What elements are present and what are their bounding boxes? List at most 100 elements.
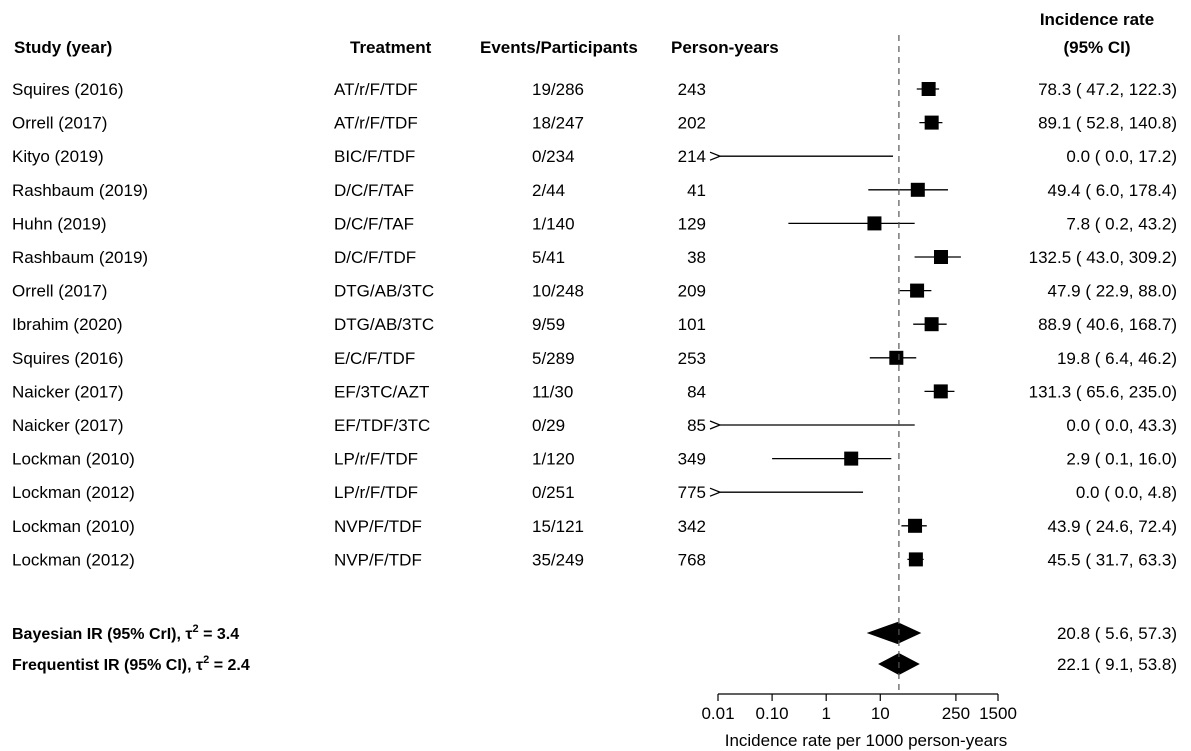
- study-label: Ibrahim (2020): [12, 315, 123, 334]
- table-row: Naicker (2017) EF/TDF/3TC 0/29 85 0.0 ( 0.0,…: [12, 416, 1177, 435]
- ci-text-label: 0.0 ( 0.0, 43.3): [1066, 416, 1177, 435]
- person-years-label: 342: [678, 517, 706, 536]
- point-estimate-square: [889, 350, 904, 365]
- study-label: Squires (2016): [12, 349, 124, 368]
- person-years-label: 768: [678, 550, 706, 569]
- events-label: 5/289: [532, 349, 575, 368]
- ci-text-label: 19.8 ( 6.4, 46.2): [1057, 349, 1177, 368]
- point-estimate-square: [933, 250, 948, 264]
- study-label: Squires (2016): [12, 80, 124, 99]
- treatment-label: EF/3TC/AZT: [334, 382, 429, 401]
- ci-text-label: 132.5 ( 43.0, 309.2): [1029, 248, 1177, 267]
- table-row: Rashbaum (2019) D/C/F/TAF 2/44 41 49.4 ( 6.0…: [12, 181, 1177, 200]
- person-years-label: 101: [678, 315, 706, 334]
- study-label: Kityo (2019): [12, 147, 104, 166]
- summary-row: Frequentist IR (95% CI), τ2 = 2.4 22.1 ( …: [12, 654, 1177, 674]
- summary-label: Frequentist IR (95% CI), τ2 = 2.4: [12, 654, 250, 674]
- events-label: 9/59: [532, 315, 565, 334]
- study-label: Orrell (2017): [12, 114, 107, 133]
- person-years-label: 202: [678, 114, 706, 133]
- study-label: Lockman (2010): [12, 517, 135, 536]
- point-estimate-square: [933, 384, 948, 399]
- summary-label: Bayesian IR (95% CrI), τ2 = 3.4: [12, 623, 239, 643]
- point-estimate-square: [844, 451, 859, 466]
- header-ir-line2: (95% CI): [1063, 38, 1130, 57]
- table-row: Squires (2016) AT/r/F/TDF 19/286 243 78.3 ( …: [12, 80, 1177, 99]
- point-estimate-square: [921, 82, 936, 96]
- summary-rows: Bayesian IR (95% CrI), τ2 = 3.4 20.8 ( 5.…: [12, 623, 1177, 674]
- table-row: Naicker (2017) EF/3TC/AZT 11/30 84 131.3 ( 6…: [12, 382, 1177, 401]
- treatment-label: DTG/AB/3TC: [334, 282, 434, 301]
- person-years-label: 38: [687, 248, 706, 267]
- x-tick-label: 1500: [979, 704, 1017, 723]
- point-estimate-square: [924, 115, 939, 130]
- x-axis: 0.01 0.10 1 10 250 1500: [701, 693, 1017, 723]
- summary-label-tail: = 2.4: [209, 657, 250, 674]
- events-label: 18/247: [532, 114, 584, 133]
- treatment-label: LP/r/F/TDF: [334, 483, 418, 502]
- x-tick-label: 250: [942, 704, 970, 723]
- header-study: Study (year): [14, 38, 112, 57]
- x-tick-label: 0.10: [756, 704, 789, 723]
- events-label: 10/248: [532, 282, 584, 301]
- table-row: Lockman (2012) NVP/F/TDF 35/249 768 45.5 ( 3…: [12, 550, 1177, 569]
- summary-label-main: Frequentist IR (95% CI), τ: [12, 657, 203, 674]
- header-ir-line1: Incidence rate: [1040, 10, 1154, 29]
- plot-marks: [720, 35, 961, 692]
- ci-text-label: 47.9 ( 22.9, 88.0): [1048, 282, 1177, 301]
- person-years-label: 214: [678, 147, 706, 166]
- summary-diamond: [866, 622, 922, 644]
- treatment-label: AT/r/F/TDF: [334, 80, 418, 99]
- x-tick-label: 1: [821, 704, 830, 723]
- table-row: Squires (2016) E/C/F/TDF 5/289 253 19.8 ( 6.…: [12, 349, 1177, 368]
- events-label: 0/234: [532, 147, 575, 166]
- table-row: Lockman (2012) LP/r/F/TDF 0/251 775 0.0 ( 0.…: [12, 483, 1177, 502]
- events-label: 11/30: [532, 382, 573, 401]
- events-label: 35/249: [532, 550, 584, 569]
- ci-text-label: 88.9 ( 40.6, 168.7): [1038, 315, 1177, 334]
- ci-text-label: 0.0 ( 0.0, 4.8): [1076, 483, 1177, 502]
- summary-label-main: Bayesian IR (95% CrI), τ: [12, 626, 193, 643]
- table-row: Lockman (2010) NVP/F/TDF 15/121 342 43.9 ( 2…: [12, 517, 1177, 536]
- events-label: 5/41: [532, 248, 565, 267]
- treatment-label: D/C/F/TAF: [334, 214, 414, 233]
- ci-text-label: 131.3 ( 65.6, 235.0): [1029, 382, 1177, 401]
- summary-ci-text: 20.8 ( 5.6, 57.3): [1057, 624, 1177, 643]
- table-row: Rashbaum (2019) D/C/F/TDF 5/41 38 132.5 ( 43…: [12, 248, 1177, 267]
- study-label: Lockman (2012): [12, 483, 135, 502]
- treatment-label: D/C/F/TDF: [334, 248, 416, 267]
- summary-label-tail: = 3.4: [199, 626, 240, 643]
- point-estimate-square: [908, 518, 923, 533]
- ci-text-label: 89.1 ( 52.8, 140.8): [1038, 114, 1177, 133]
- person-years-label: 775: [678, 483, 706, 502]
- study-label: Huhn (2019): [12, 214, 107, 233]
- events-label: 0/29: [532, 416, 565, 435]
- point-estimate-square: [910, 182, 925, 197]
- summary-row: Bayesian IR (95% CrI), τ2 = 3.4 20.8 ( 5.…: [12, 623, 1177, 643]
- treatment-label: LP/r/F/TDF: [334, 450, 418, 469]
- header-person-years: Person-years: [671, 38, 779, 57]
- table-row: Kityo (2019) BIC/F/TDF 0/234 214 0.0 ( 0.0, …: [12, 147, 1177, 166]
- study-label: Rashbaum (2019): [12, 181, 148, 200]
- ci-text-label: 49.4 ( 6.0, 178.4): [1048, 181, 1177, 200]
- study-label: Rashbaum (2019): [12, 248, 148, 267]
- summary-ci-text: 22.1 ( 9.1, 53.8): [1057, 655, 1177, 674]
- table-row: Lockman (2010) LP/r/F/TDF 1/120 349 2.9 ( 0.…: [12, 450, 1177, 469]
- treatment-label: DTG/AB/3TC: [334, 315, 434, 334]
- ci-text-label: 43.9 ( 24.6, 72.4): [1048, 517, 1177, 536]
- summary-label-superscript: 2: [203, 654, 209, 666]
- events-label: 0/251: [532, 483, 575, 502]
- ci-text-label: 7.8 ( 0.2, 43.2): [1066, 214, 1177, 233]
- person-years-label: 84: [687, 382, 706, 401]
- ci-text-label: 45.5 ( 31.7, 63.3): [1048, 550, 1177, 569]
- x-tick-label: 0.01: [701, 704, 734, 723]
- person-years-label: 253: [678, 349, 706, 368]
- treatment-label: NVP/F/TDF: [334, 517, 422, 536]
- person-years-label: 349: [678, 450, 706, 469]
- x-tick-label: 10: [871, 704, 890, 723]
- table-row: Orrell (2017) DTG/AB/3TC 10/248 209 47.9 ( 2…: [12, 282, 1177, 301]
- treatment-label: E/C/F/TDF: [334, 349, 415, 368]
- table-row: Orrell (2017) AT/r/F/TDF 18/247 202 89.1 ( 5…: [12, 114, 1177, 133]
- header-treatment: Treatment: [350, 38, 432, 57]
